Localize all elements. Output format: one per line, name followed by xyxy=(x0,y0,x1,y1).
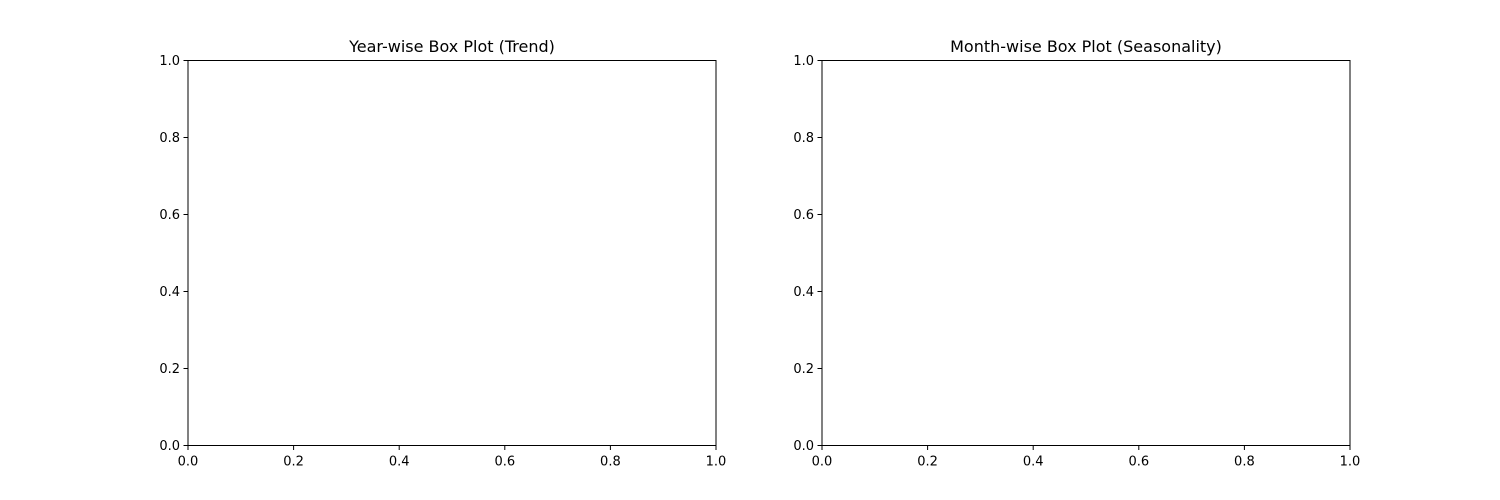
y-tick-label: 0.8 xyxy=(159,131,180,146)
x-tick-label: 0.8 xyxy=(600,455,621,470)
x-axis: 0.0 0.2 0.4 0.6 0.8 1.0 xyxy=(812,445,1361,470)
x-tick-label: 0.0 xyxy=(812,455,833,470)
y-tick-label: 0.2 xyxy=(159,362,180,377)
y-tick-label: 0.4 xyxy=(793,285,814,300)
x-tick-label: 0.6 xyxy=(1128,455,1149,470)
y-tick-label: 0.4 xyxy=(159,285,180,300)
x-tick-label: 0.2 xyxy=(283,455,304,470)
x-tick-label: 1.0 xyxy=(1340,455,1361,470)
x-tick-label: 0.6 xyxy=(494,455,515,470)
x-tick-label: 0.8 xyxy=(1234,455,1255,470)
y-tick-label: 0.6 xyxy=(793,208,814,223)
x-tick-label: 0.4 xyxy=(389,455,410,470)
axes-frame xyxy=(821,60,1351,446)
axes-frame xyxy=(187,60,717,446)
y-tick-label: 1.0 xyxy=(793,54,814,69)
chart-month-wise: Month-wise Box Plot (Seasonality) 0.0 0.2… xyxy=(793,37,1360,470)
x-axis: 0.0 0.2 0.4 0.6 0.8 1.0 xyxy=(178,445,727,470)
x-tick-label: 0.4 xyxy=(1023,455,1044,470)
chart-title: Month-wise Box Plot (Seasonality) xyxy=(950,37,1222,56)
y-tick-label: 0.0 xyxy=(793,439,814,454)
y-tick-label: 1.0 xyxy=(159,54,180,69)
y-axis: 0.0 0.2 0.4 0.6 0.8 1.0 xyxy=(793,54,822,454)
x-tick-label: 1.0 xyxy=(706,455,727,470)
x-tick-label: 0.0 xyxy=(178,455,199,470)
y-tick-label: 0.8 xyxy=(793,131,814,146)
chart-year-wise: Year-wise Box Plot (Trend) 0.0 0.2 0.4 0.6 0… xyxy=(159,37,726,470)
y-tick-label: 0.6 xyxy=(159,208,180,223)
y-tick-label: 0.2 xyxy=(793,362,814,377)
chart-title: Year-wise Box Plot (Trend) xyxy=(348,37,555,56)
x-tick-label: 0.2 xyxy=(917,455,938,470)
y-axis: 0.0 0.2 0.4 0.6 0.8 1.0 xyxy=(159,54,188,454)
y-tick-label: 0.0 xyxy=(159,439,180,454)
